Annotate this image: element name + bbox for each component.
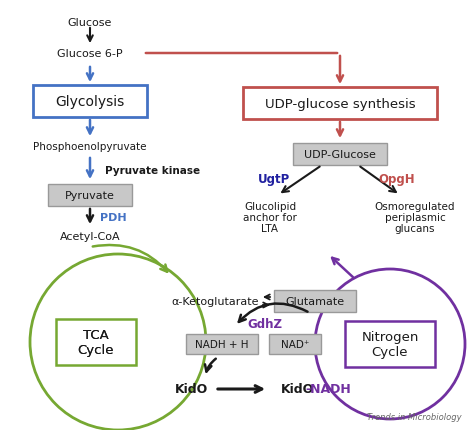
Text: Osmoregulated: Osmoregulated xyxy=(375,202,455,212)
FancyBboxPatch shape xyxy=(48,184,132,206)
Text: Glucose: Glucose xyxy=(68,18,112,28)
Text: Glycolysis: Glycolysis xyxy=(55,95,125,109)
Text: Phosphoenolpyruvate: Phosphoenolpyruvate xyxy=(33,141,147,152)
Text: Cycle: Cycle xyxy=(372,346,408,359)
FancyBboxPatch shape xyxy=(186,334,258,354)
Text: OpgH: OpgH xyxy=(378,173,415,186)
Text: UDP-Glucose: UDP-Glucose xyxy=(304,150,376,160)
FancyBboxPatch shape xyxy=(269,334,321,354)
FancyBboxPatch shape xyxy=(274,290,356,312)
Text: LTA: LTA xyxy=(262,224,279,233)
Text: Glucolipid: Glucolipid xyxy=(244,202,296,212)
FancyBboxPatch shape xyxy=(33,86,147,118)
Text: anchor for: anchor for xyxy=(243,212,297,222)
Text: KidO: KidO xyxy=(281,383,314,396)
Text: PDH: PDH xyxy=(100,212,127,222)
Text: Acetyl-CoA: Acetyl-CoA xyxy=(60,231,120,241)
Text: -NADH: -NADH xyxy=(305,383,351,396)
Text: UgtP: UgtP xyxy=(258,173,290,186)
FancyBboxPatch shape xyxy=(345,321,435,367)
Text: Pyruvate kinase: Pyruvate kinase xyxy=(105,166,200,175)
FancyBboxPatch shape xyxy=(56,319,136,365)
Text: α-Ketoglutarate: α-Ketoglutarate xyxy=(171,296,259,306)
Text: glucans: glucans xyxy=(395,224,435,233)
Text: NADH + H: NADH + H xyxy=(195,339,249,349)
Text: TCA
Cycle: TCA Cycle xyxy=(78,328,114,356)
FancyBboxPatch shape xyxy=(293,144,387,166)
Text: GdhZ: GdhZ xyxy=(247,318,283,331)
Text: Glutamate: Glutamate xyxy=(285,296,345,306)
Text: Cycle: Cycle xyxy=(78,344,114,356)
Text: NAD⁺: NAD⁺ xyxy=(281,339,309,349)
Text: Glucose 6-P: Glucose 6-P xyxy=(57,49,123,59)
Text: Trends in Microbiology: Trends in Microbiology xyxy=(367,412,462,421)
Text: periplasmic: periplasmic xyxy=(384,212,446,222)
Text: KidO: KidO xyxy=(175,383,209,396)
Text: Pyruvate: Pyruvate xyxy=(65,190,115,200)
Text: UDP-glucose synthesis: UDP-glucose synthesis xyxy=(264,97,415,110)
Text: TCA: TCA xyxy=(83,329,109,342)
Text: Nitrogen: Nitrogen xyxy=(361,331,419,344)
FancyBboxPatch shape xyxy=(243,88,437,120)
